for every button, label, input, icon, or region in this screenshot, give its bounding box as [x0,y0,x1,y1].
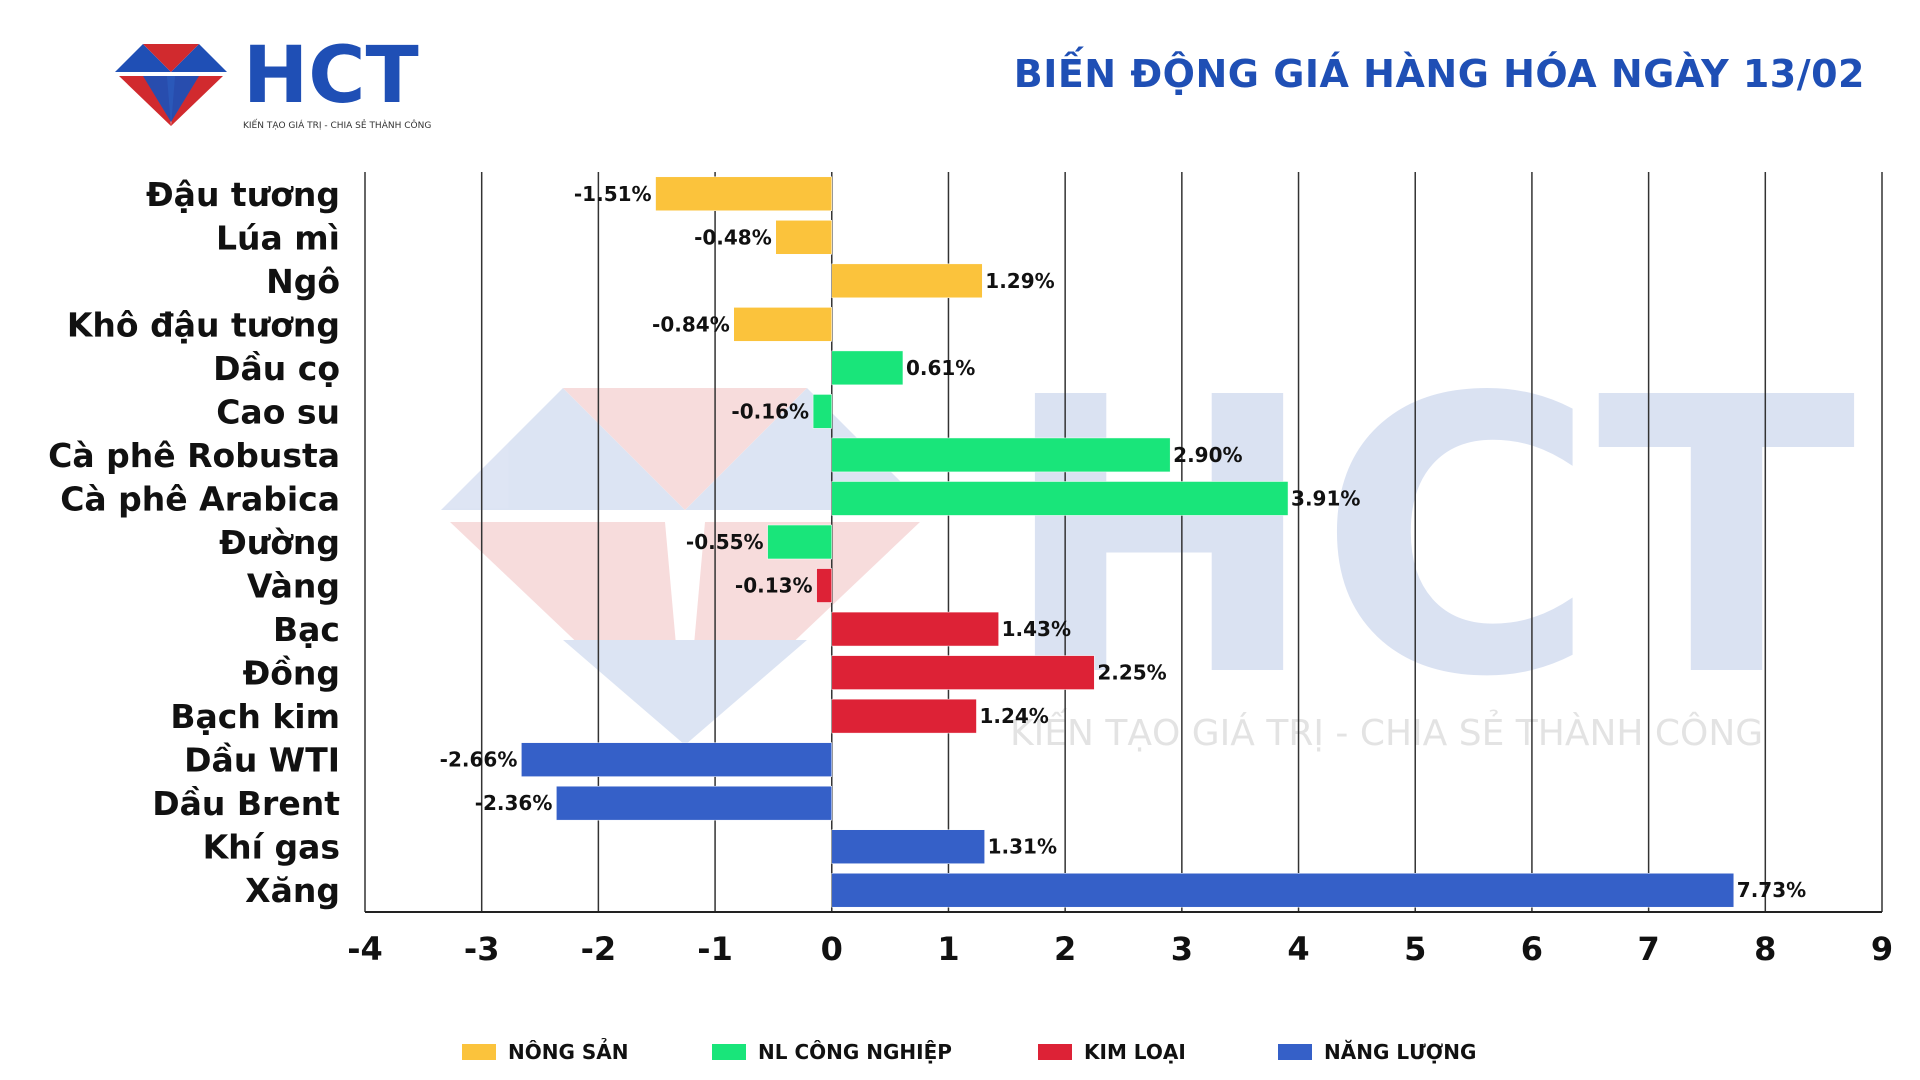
category-label: Cà phê Robusta [48,436,340,475]
x-tick-label: -3 [464,930,500,968]
data-label: -2.36% [475,791,553,815]
data-label: -1.51% [574,182,652,206]
x-tick-label: 0 [821,930,843,968]
category-label: Xăng [245,871,340,910]
bar [521,742,833,777]
category-label: Đồng [243,654,340,693]
legend-swatch [1278,1044,1312,1060]
category-label: Cà phê Arabica [60,479,340,518]
watermark-brand-text: HCT [1000,317,1858,760]
data-label: -0.16% [731,399,809,423]
bar [816,568,833,603]
data-label: -0.55% [686,530,764,554]
data-label: -0.84% [652,312,730,336]
x-tick-label: 8 [1754,930,1776,968]
x-tick-label: 3 [1171,930,1193,968]
data-label: 7.73% [1737,878,1806,902]
x-tick-label: 7 [1637,930,1659,968]
category-label: Cao su [216,392,340,431]
bars [521,176,1735,908]
x-tick-label: 6 [1521,930,1543,968]
watermark: HCT KIẾN TẠO GIÁ TRỊ - CHIA SẺ THÀNH CÔN… [441,317,1858,760]
legend-swatch [712,1044,746,1060]
category-label: Khí gas [203,828,340,867]
x-tick-label: 2 [1054,930,1076,968]
x-tick-labels: -4 -3 -2 -1 0 1 2 3 4 5 6 7 8 9 [347,930,1893,968]
legend-label: NĂNG LƯỢNG [1324,1040,1477,1064]
legend-swatch [462,1044,496,1060]
bar [831,873,1735,908]
category-label: Ngô [266,262,340,301]
bar [831,655,1095,690]
bar [556,785,833,821]
category-label: Dầu Brent [152,784,340,823]
category-label: Khô đậu tương [67,305,340,344]
data-label: 1.43% [1002,617,1071,641]
x-tick-label: -1 [697,930,733,968]
data-label: 1.24% [979,704,1048,728]
legend-item: KIM LOẠI [1038,1040,1186,1064]
x-tick-label: 9 [1871,930,1893,968]
legend-item: NL CÔNG NGHIỆP [712,1040,952,1064]
hct-logo: HCT KIẾN TẠO GIÁ TRỊ - CHIA SẺ THÀNH CÔN… [115,31,431,131]
data-label: -2.66% [440,748,518,772]
bar [733,307,833,342]
bar [831,437,1171,473]
chart-title: BIẾN ĐỘNG GIÁ HÀNG HÓA NGÀY 13/02 [1013,52,1865,96]
x-tick-label: -2 [581,930,617,968]
bar [775,220,833,255]
x-tick-label: 1 [937,930,959,968]
legend-label: NL CÔNG NGHIỆP [758,1040,952,1064]
bar [812,394,833,429]
x-tick-label: 5 [1404,930,1426,968]
bar [831,263,983,299]
legend-label: NÔNG SẢN [508,1040,629,1064]
category-label: Bạc [273,610,340,649]
legend-item: NÔNG SẢN [462,1040,628,1064]
category-label: Bạch kim [170,697,340,736]
bar [767,524,833,560]
bar [831,698,977,734]
data-label: 1.29% [985,269,1054,293]
data-label: 1.31% [988,835,1057,859]
data-label: 2.90% [1173,443,1242,467]
category-label: Lúa mì [216,218,340,257]
data-label: 0.61% [906,356,975,380]
category-label: Đậu tương [146,175,340,214]
logo-tagline-text: KIẾN TẠO GIÁ TRỊ - CHIA SẺ THÀNH CÔNG [243,119,431,131]
category-labels: Đậu tương Lúa mì Ngô Khô đậu tương Dầu cọ Cao… [48,175,340,910]
x-tick-label: 4 [1287,930,1309,968]
category-label: Đường [219,523,340,562]
data-label: -0.13% [735,574,813,598]
bar [831,481,1289,516]
legend: NÔNG SẢN NL CÔNG NGHIỆP KIM LOẠI NĂNG LƯỢNG [0,1040,1920,1070]
legend-swatch [1038,1044,1072,1060]
bar [831,350,904,386]
watermark-tagline-text: KIẾN TẠO GIÁ TRỊ - CHIA SẺ THÀNH CÔNG [1010,708,1763,754]
category-label: Dầu WTI [184,741,340,780]
data-label: 3.91% [1291,486,1360,510]
bar [655,176,833,211]
category-label: Dầu cọ [213,349,340,388]
value-labels: -1.51% -0.48% 1.29% -0.84% 0.61% -0.16% 2.90% 3… [440,182,1807,902]
category-label: Vàng [247,567,340,606]
data-label: -0.48% [694,225,772,249]
legend-item: NĂNG LƯỢNG [1278,1040,1476,1064]
x-tick-label: -4 [347,930,383,968]
bar [831,829,985,864]
legend-label: KIM LOẠI [1084,1040,1186,1064]
bar [831,611,999,647]
data-label: 2.25% [1097,661,1166,685]
logo-brand-text: HCT [243,31,419,121]
